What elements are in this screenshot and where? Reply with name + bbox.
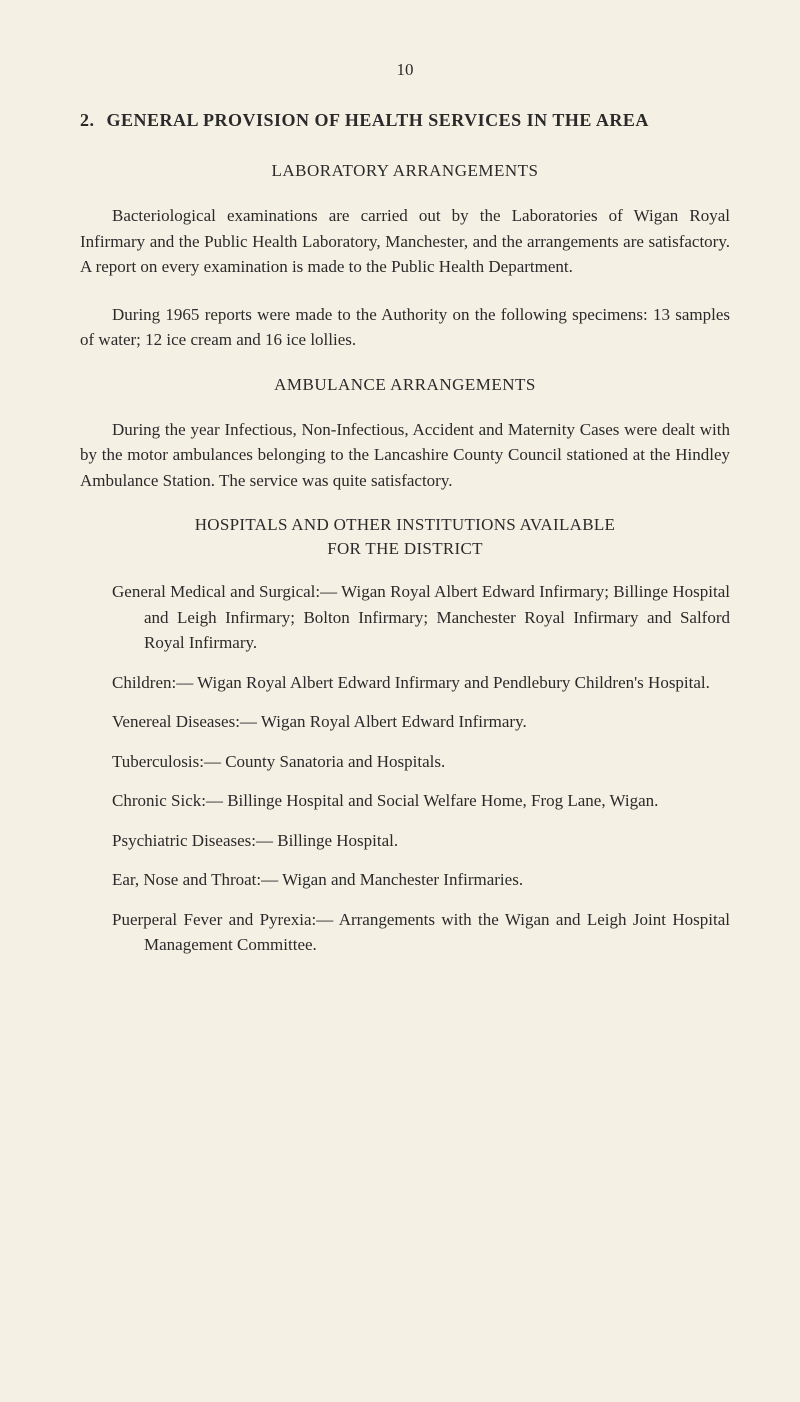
hospital-item: Children:— Wigan Royal Albert Edward Inf…	[80, 670, 730, 696]
section-title-text: GENERAL PROVISION OF HEALTH SERVICES IN …	[107, 110, 649, 130]
hospital-item: General Medical and Surgical:— Wigan Roy…	[80, 579, 730, 656]
page-number: 10	[80, 60, 730, 80]
ambulance-title: AMBULANCE ARRANGEMENTS	[80, 375, 730, 395]
hospital-item: Ear, Nose and Throat:— Wigan and Manches…	[80, 867, 730, 893]
laboratory-paragraph-1: Bacteriological examinations are carried…	[80, 203, 730, 280]
document-page: 10 2. GENERAL PROVISION OF HEALTH SERVICE…	[0, 0, 800, 1032]
section-title: 2. GENERAL PROVISION OF HEALTH SERVICES I…	[80, 108, 730, 133]
laboratory-paragraph-2: During 1965 reports were made to the Aut…	[80, 302, 730, 353]
hospital-item: Puerperal Fever and Pyrexia:— Arrangemen…	[80, 907, 730, 958]
hospital-item: Chronic Sick:— Billinge Hospital and Soc…	[80, 788, 730, 814]
hospitals-header-2: FOR THE DISTRICT	[80, 539, 730, 559]
hospital-item: Venereal Diseases:— Wigan Royal Albert E…	[80, 709, 730, 735]
section-number: 2.	[80, 108, 95, 133]
ambulance-paragraph-1: During the year Infectious, Non-Infectio…	[80, 417, 730, 494]
hospital-item: Psychiatric Diseases:— Billinge Hospital…	[80, 828, 730, 854]
hospitals-header-1: HOSPITALS AND OTHER INSTITUTIONS AVAILAB…	[80, 515, 730, 535]
hospital-item: Tuberculosis:— County Sanatoria and Hosp…	[80, 749, 730, 775]
laboratory-title: LABORATORY ARRANGEMENTS	[80, 161, 730, 181]
